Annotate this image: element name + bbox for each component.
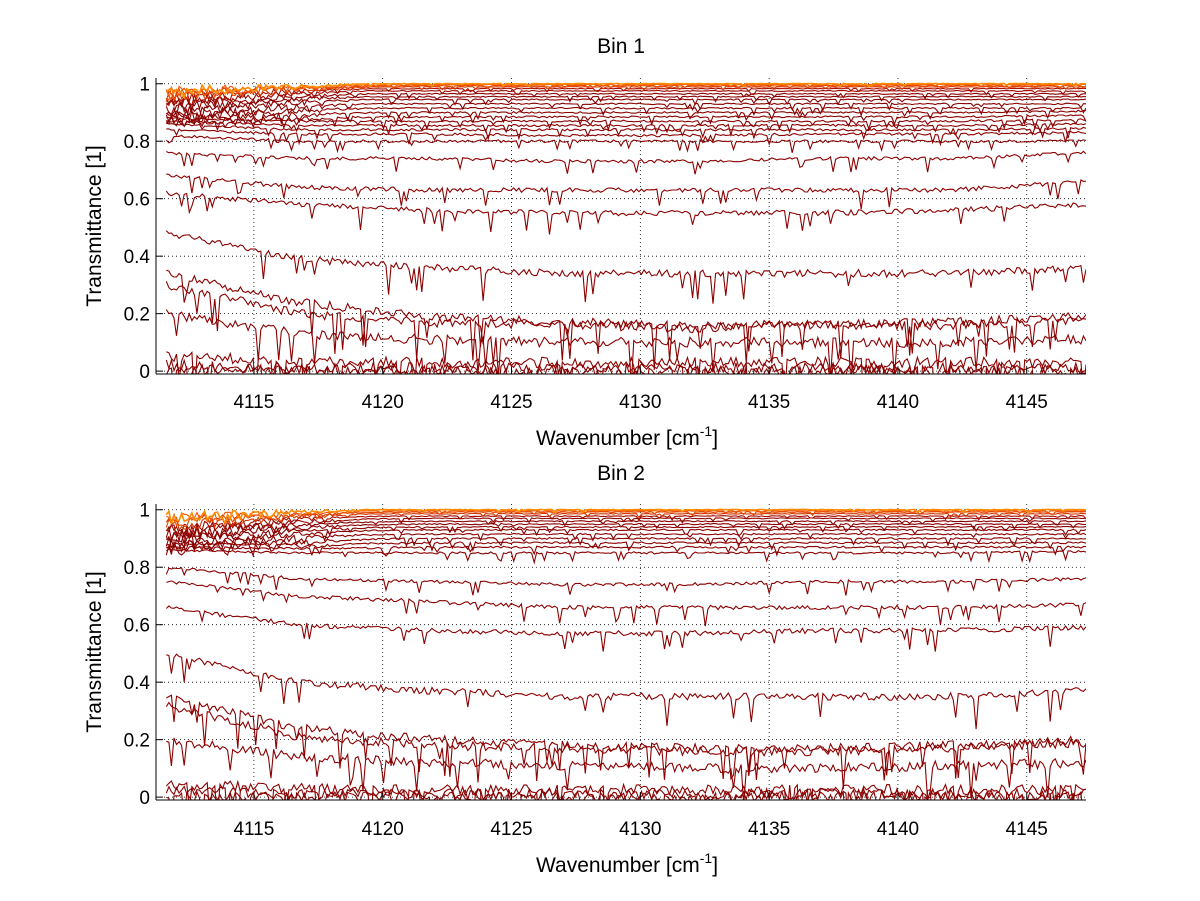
series-line-10 [165, 528, 1086, 550]
series-line-15 [166, 548, 1086, 565]
x-tick-label: 4135 [748, 819, 790, 840]
series-line-13 [165, 114, 1086, 130]
y-tick-label: 0.8 [124, 558, 150, 579]
series-line-24 [165, 785, 1086, 800]
series-line-15 [166, 119, 1086, 138]
x-tick-label: 4125 [490, 392, 532, 413]
y-axis-label: Transmittance [1] [83, 145, 106, 306]
series-line-1 [165, 82, 1086, 100]
series-line-21 [165, 701, 1086, 790]
series-line-14 [166, 117, 1086, 132]
series-line-10 [165, 102, 1086, 119]
series-line-26 [166, 351, 1086, 374]
y-tick-label: 0.4 [124, 673, 151, 694]
y-tick-label: 0 [139, 788, 150, 809]
series-line-2 [166, 509, 1086, 527]
series-line-23 [166, 269, 1086, 361]
y-axis-label: Transmittance [1] [83, 571, 106, 732]
y-tick-label: 0.6 [124, 190, 150, 211]
series-group [165, 508, 1086, 800]
series-line-13 [166, 541, 1086, 554]
series-line-8 [165, 95, 1086, 116]
x-tick-label: 4125 [490, 819, 532, 840]
series-line-21 [165, 190, 1086, 235]
y-tick-label: 0.8 [124, 132, 150, 153]
series-line-19 [166, 150, 1086, 175]
y-tick-label: 0.2 [124, 305, 150, 326]
series-line-4 [165, 512, 1086, 532]
series-line-9 [165, 98, 1086, 119]
series-line-16 [165, 567, 1086, 596]
series-line-12 [165, 109, 1086, 126]
series-line-4 [165, 85, 1086, 102]
x-tick-label: 4130 [619, 819, 661, 840]
series-line-16 [166, 122, 1086, 141]
chart-title: Bin 1 [597, 35, 645, 58]
x-tick-label: 4135 [748, 392, 790, 413]
series-line-22 [166, 737, 1086, 800]
series-line-20 [166, 173, 1086, 210]
x-tick-label: 4130 [619, 392, 661, 413]
series-line-25 [165, 309, 1086, 374]
y-tick-label: 0.2 [124, 731, 150, 752]
panel-bin-2: Bin 2 4115 4120 4125 4130 4135 4140 4145 0 0.2 0.4… [83, 462, 1086, 877]
series-line-27 [165, 358, 1086, 374]
series-line-2 [165, 83, 1086, 102]
x-axis-label: Wavenumber [cm-1] [536, 423, 718, 450]
series-line-8 [166, 522, 1086, 543]
series-line-9 [165, 525, 1086, 547]
series-line-18 [165, 605, 1086, 652]
x-tick-label: 4120 [362, 392, 404, 413]
y-tick-label: 0 [139, 362, 150, 383]
x-tick-label: 4120 [362, 819, 404, 840]
y-tick-label: 0.4 [124, 247, 151, 268]
x-tick-label: 4115 [233, 819, 274, 840]
series-line-17 [166, 128, 1086, 147]
y-tick-label: 1 [139, 501, 150, 522]
series-line-6 [165, 517, 1086, 539]
x-tick-label: 4145 [1006, 392, 1048, 413]
series-line-5 [165, 87, 1086, 107]
x-tick-label: 4140 [877, 819, 919, 840]
series-group [165, 82, 1086, 374]
series-line-5 [166, 514, 1086, 535]
series-line-23 [165, 779, 1086, 800]
series-line-20 [166, 694, 1086, 781]
series-line-11 [165, 106, 1086, 125]
x-tick-label: 4145 [1006, 819, 1048, 840]
x-tick-label: 4115 [233, 392, 274, 413]
series-line-24 [165, 281, 1086, 370]
series-line-19 [166, 653, 1086, 730]
y-tick-label: 1 [139, 75, 150, 96]
series-line-7 [165, 92, 1086, 111]
series-line-14 [166, 545, 1086, 557]
series-line-18 [165, 134, 1086, 154]
x-tick-label: 4140 [877, 392, 919, 413]
series-line-22 [165, 230, 1086, 304]
series-line-6 [165, 89, 1086, 107]
series-line-17 [166, 580, 1086, 627]
x-axis-label: Wavenumber [cm-1] [536, 850, 718, 877]
panel-bin-1: Bin 1 4115 4120 4125 4130 4135 4140 4145 0 0.2 0.4… [83, 35, 1086, 450]
series-line-1 [165, 508, 1086, 526]
y-tick-label: 0.6 [124, 616, 150, 637]
series-line-12 [165, 536, 1086, 558]
chart-title: Bin 2 [597, 462, 645, 485]
series-line-11 [166, 532, 1086, 551]
